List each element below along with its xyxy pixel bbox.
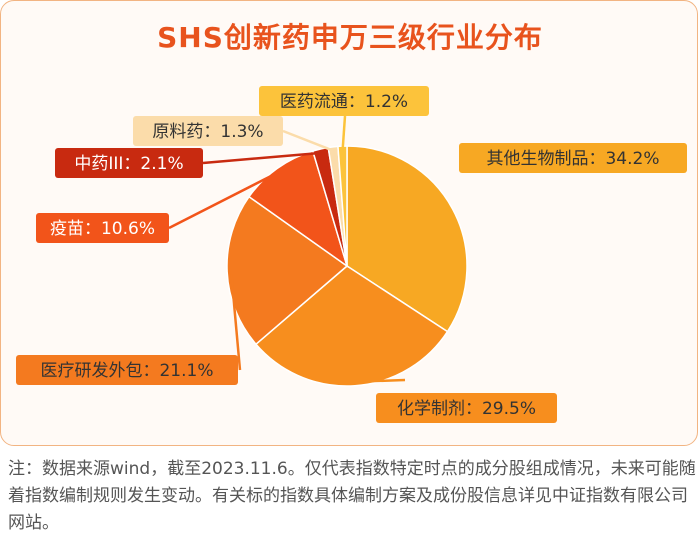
data-label: 原料药：1.3% bbox=[152, 122, 263, 142]
pie-slice bbox=[226, 195, 349, 346]
label-box bbox=[459, 143, 687, 173]
data-label: 其他生物制品：34.2% bbox=[486, 149, 659, 169]
leader-line bbox=[282, 129, 335, 152]
pie-slice bbox=[254, 265, 449, 387]
label-box bbox=[55, 148, 203, 178]
leader-line bbox=[168, 170, 280, 230]
leader-line bbox=[438, 194, 451, 212]
label-box bbox=[16, 355, 238, 385]
pie-slice bbox=[247, 150, 349, 268]
leader-line bbox=[341, 115, 347, 151]
data-label: 疫苗：10.6% bbox=[50, 219, 155, 239]
label-box bbox=[259, 86, 429, 116]
leader-line bbox=[202, 151, 322, 165]
data-label: 中药III：2.1% bbox=[74, 154, 183, 174]
leader-line bbox=[229, 271, 242, 371]
label-box bbox=[36, 213, 169, 243]
footnote: 注：数据来源wind，截至2023.11.6。仅代表指数特定时点的成分股组成情况… bbox=[8, 459, 696, 533]
chart-title: SHS创新药申万三级行业分布 bbox=[157, 21, 543, 54]
data-label: 医疗研发外包：21.1% bbox=[40, 361, 213, 381]
data-label: 化学制剂：29.5% bbox=[397, 399, 536, 419]
pie-chart: 其他生物制品：34.2% 化学制剂：29.5% 医疗研发外包：21.1% 疫苗：10.… bbox=[16, 86, 687, 423]
label-box bbox=[376, 393, 557, 423]
leader-line bbox=[354, 378, 406, 383]
data-label: 医药流通：1.2% bbox=[280, 92, 408, 112]
label-box bbox=[133, 116, 283, 146]
